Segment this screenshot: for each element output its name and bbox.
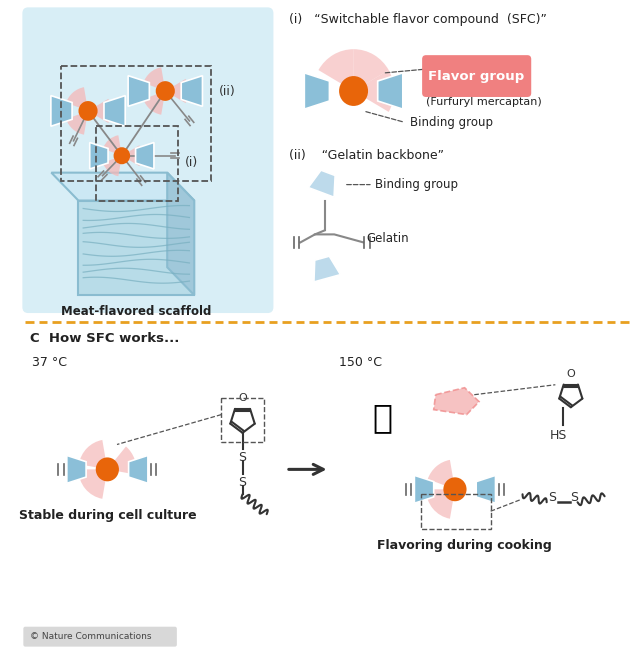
Polygon shape — [129, 456, 148, 484]
Text: (ii): (ii) — [218, 84, 235, 98]
Wedge shape — [122, 146, 142, 166]
Text: S: S — [238, 476, 246, 489]
FancyBboxPatch shape — [422, 55, 531, 97]
Wedge shape — [79, 469, 107, 499]
Polygon shape — [304, 73, 330, 109]
Text: © Nature Communications: © Nature Communications — [30, 632, 152, 641]
Text: O: O — [238, 393, 247, 402]
Bar — [221, 398, 264, 441]
Wedge shape — [66, 87, 88, 111]
Wedge shape — [165, 79, 189, 103]
Text: 🔥: 🔥 — [373, 401, 392, 434]
Bar — [96, 126, 178, 201]
Polygon shape — [378, 73, 403, 109]
Wedge shape — [143, 67, 165, 91]
Polygon shape — [128, 75, 150, 107]
Text: Gelatin: Gelatin — [366, 232, 409, 245]
Polygon shape — [314, 256, 340, 282]
Circle shape — [96, 458, 119, 482]
Polygon shape — [167, 173, 194, 295]
Text: Binding group: Binding group — [375, 178, 458, 191]
Wedge shape — [354, 49, 389, 91]
Wedge shape — [318, 49, 354, 91]
Text: (i): (i) — [184, 156, 198, 169]
Polygon shape — [51, 96, 72, 126]
Text: Stable during cell culture: Stable during cell culture — [18, 509, 196, 522]
Text: (Furfuryl mercaptan): (Furfuryl mercaptan) — [426, 97, 541, 107]
Text: S: S — [548, 491, 557, 504]
Wedge shape — [79, 440, 107, 469]
Text: Flavoring during cooking: Flavoring during cooking — [377, 539, 552, 552]
Circle shape — [443, 477, 467, 501]
Wedge shape — [103, 156, 122, 176]
Wedge shape — [88, 99, 112, 123]
Text: S: S — [570, 491, 578, 504]
Text: O: O — [566, 369, 575, 378]
Polygon shape — [476, 475, 496, 503]
Text: 37 °C: 37 °C — [32, 356, 67, 369]
Polygon shape — [136, 142, 154, 169]
Wedge shape — [354, 70, 394, 112]
Circle shape — [113, 147, 130, 164]
Bar — [61, 66, 210, 181]
Circle shape — [156, 81, 175, 101]
Text: S: S — [238, 452, 246, 465]
FancyBboxPatch shape — [22, 7, 273, 313]
Polygon shape — [104, 96, 125, 126]
Circle shape — [79, 101, 98, 121]
Polygon shape — [308, 170, 335, 197]
Bar — [421, 494, 491, 529]
Wedge shape — [107, 447, 136, 474]
Wedge shape — [426, 489, 455, 519]
FancyBboxPatch shape — [23, 627, 177, 647]
Text: HS: HS — [550, 428, 567, 441]
Text: Flavor group: Flavor group — [428, 70, 524, 83]
Polygon shape — [90, 142, 108, 169]
Text: C  How SFC works...: C How SFC works... — [30, 332, 179, 345]
Text: Meat-flavored scaffold: Meat-flavored scaffold — [61, 305, 212, 318]
Polygon shape — [79, 201, 194, 295]
Text: (i)   “Switchable flavor compound  (SFC)”: (i) “Switchable flavor compound (SFC)” — [289, 14, 547, 27]
Polygon shape — [181, 75, 202, 107]
Polygon shape — [67, 456, 86, 484]
Circle shape — [339, 76, 368, 106]
Text: (ii)    “Gelatin backbone”: (ii) “Gelatin backbone” — [289, 149, 444, 162]
Polygon shape — [415, 475, 434, 503]
Text: Binding group: Binding group — [410, 116, 493, 129]
Polygon shape — [51, 173, 194, 201]
Text: 150 °C: 150 °C — [339, 356, 382, 369]
Polygon shape — [434, 388, 479, 415]
Wedge shape — [143, 91, 165, 115]
Wedge shape — [66, 111, 88, 135]
Wedge shape — [428, 460, 455, 489]
Wedge shape — [103, 135, 122, 156]
